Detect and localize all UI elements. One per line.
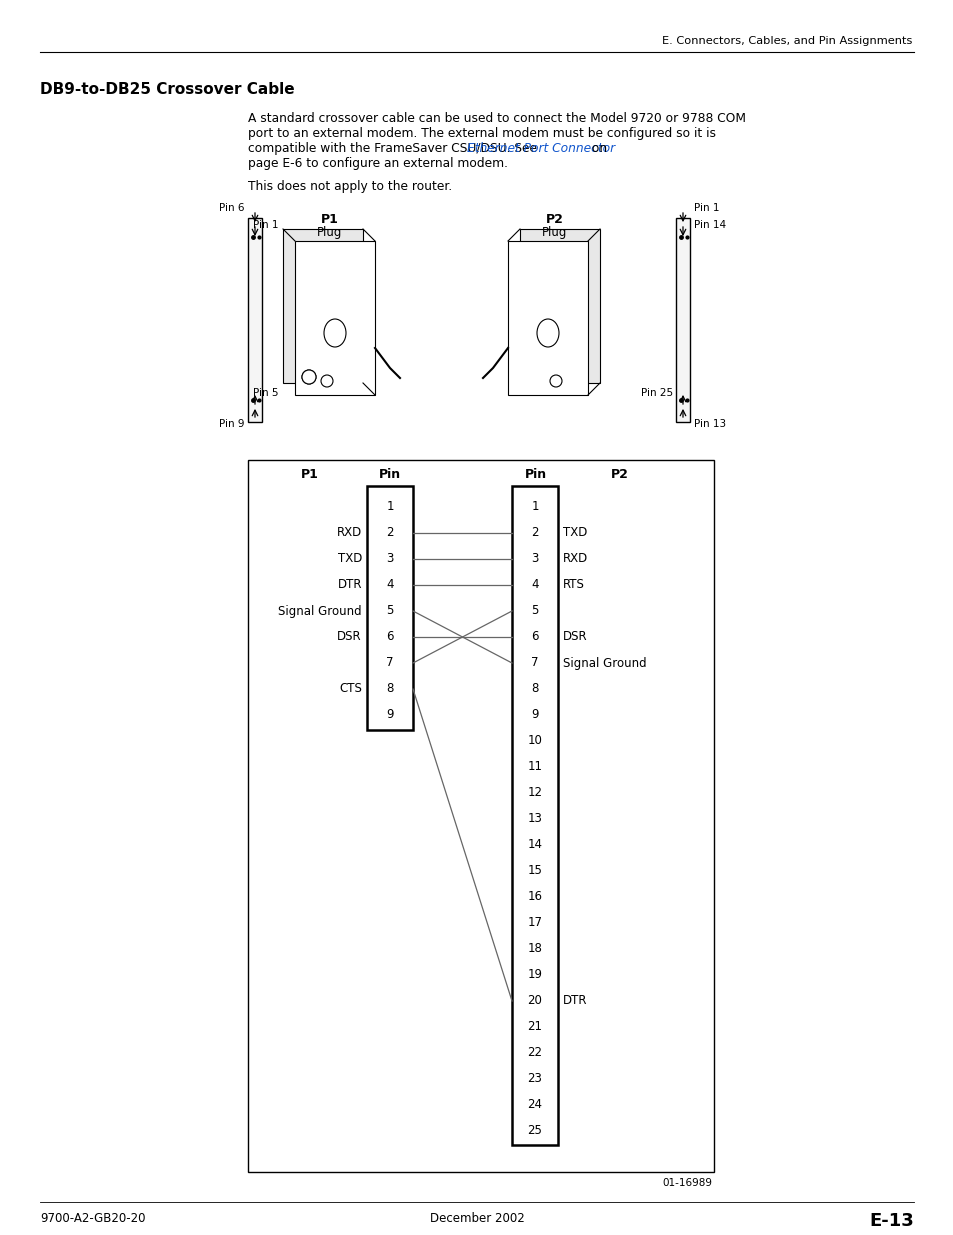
- Text: P1: P1: [301, 468, 318, 482]
- Text: 21: 21: [527, 1020, 542, 1034]
- Circle shape: [550, 375, 561, 387]
- Text: P2: P2: [545, 212, 563, 226]
- Text: P2: P2: [611, 468, 628, 482]
- Bar: [248, 219, 262, 422]
- Text: E-13: E-13: [868, 1212, 913, 1230]
- Text: port to an external modem. The external modem must be configured so it is: port to an external modem. The external …: [248, 127, 716, 140]
- Polygon shape: [519, 228, 599, 383]
- Text: E. Connectors, Cables, and Pin Assignments: E. Connectors, Cables, and Pin Assignmen…: [661, 36, 911, 46]
- Text: 23: 23: [527, 1072, 542, 1086]
- Text: Pin 14: Pin 14: [693, 220, 725, 230]
- Text: 11: 11: [527, 761, 542, 773]
- Text: 6: 6: [386, 631, 394, 643]
- Text: Plug: Plug: [317, 226, 342, 240]
- Text: DTR: DTR: [337, 578, 361, 592]
- Text: 9: 9: [386, 709, 394, 721]
- Text: page E-6 to configure an external modem.: page E-6 to configure an external modem.: [248, 157, 507, 170]
- Text: Pin 5: Pin 5: [253, 388, 278, 398]
- Text: 4: 4: [386, 578, 394, 592]
- Ellipse shape: [324, 319, 346, 347]
- Text: DB9-to-DB25 Crossover Cable: DB9-to-DB25 Crossover Cable: [40, 82, 294, 98]
- Text: 9: 9: [531, 709, 538, 721]
- Text: 5: 5: [531, 604, 538, 618]
- Circle shape: [302, 370, 315, 384]
- Circle shape: [302, 370, 315, 384]
- Text: DSR: DSR: [337, 631, 361, 643]
- Text: 17: 17: [527, 916, 542, 930]
- Text: This does not apply to the router.: This does not apply to the router.: [248, 180, 452, 193]
- Text: Ethernet Port Connector: Ethernet Port Connector: [467, 142, 615, 156]
- Bar: [676, 219, 689, 422]
- Text: 1: 1: [531, 500, 538, 514]
- Text: 14: 14: [527, 839, 542, 851]
- Text: 7: 7: [386, 657, 394, 669]
- Text: CTS: CTS: [338, 683, 361, 695]
- Text: TXD: TXD: [337, 552, 361, 566]
- Text: TXD: TXD: [562, 526, 587, 540]
- Text: 8: 8: [386, 683, 394, 695]
- Text: 9700-A2-GB20-20: 9700-A2-GB20-20: [40, 1212, 146, 1225]
- Text: 7: 7: [531, 657, 538, 669]
- Text: Pin 1: Pin 1: [693, 203, 719, 212]
- Text: Pin: Pin: [524, 468, 546, 482]
- Text: 20: 20: [527, 994, 542, 1008]
- Polygon shape: [507, 241, 587, 395]
- Text: 25: 25: [527, 1125, 542, 1137]
- Text: DSR: DSR: [562, 631, 587, 643]
- Circle shape: [320, 375, 333, 387]
- Text: P1: P1: [321, 212, 338, 226]
- Text: 16: 16: [527, 890, 542, 904]
- Text: 3: 3: [386, 552, 394, 566]
- Text: 4: 4: [531, 578, 538, 592]
- Text: compatible with the FrameSaver CSU/DSU. See: compatible with the FrameSaver CSU/DSU. …: [248, 142, 540, 156]
- Ellipse shape: [537, 319, 558, 347]
- Text: 6: 6: [531, 631, 538, 643]
- Text: 12: 12: [527, 787, 542, 799]
- Text: Pin 9: Pin 9: [219, 419, 245, 429]
- Text: 18: 18: [527, 942, 542, 956]
- Text: Pin 13: Pin 13: [693, 419, 725, 429]
- Text: on: on: [587, 142, 606, 156]
- Bar: [248, 459, 713, 1172]
- Text: 15: 15: [527, 864, 542, 878]
- Bar: [512, 487, 558, 1145]
- Polygon shape: [283, 228, 363, 383]
- Text: A standard crossover cable can be used to connect the Model 9720 or 9788 COM: A standard crossover cable can be used t…: [248, 112, 745, 125]
- Text: 22: 22: [527, 1046, 542, 1060]
- Text: RXD: RXD: [336, 526, 361, 540]
- Polygon shape: [294, 241, 375, 395]
- Text: DTR: DTR: [562, 994, 587, 1008]
- Text: 5: 5: [386, 604, 394, 618]
- Text: RXD: RXD: [562, 552, 588, 566]
- Text: Plug: Plug: [541, 226, 567, 240]
- Text: December 2002: December 2002: [429, 1212, 524, 1225]
- Text: 19: 19: [527, 968, 542, 982]
- Text: 3: 3: [531, 552, 538, 566]
- Bar: [367, 487, 413, 730]
- Text: 2: 2: [386, 526, 394, 540]
- Text: Pin 6: Pin 6: [219, 203, 245, 212]
- Text: 8: 8: [531, 683, 538, 695]
- Text: 24: 24: [527, 1098, 542, 1112]
- Text: Pin 1: Pin 1: [253, 220, 278, 230]
- Text: 1: 1: [386, 500, 394, 514]
- Text: Pin 25: Pin 25: [640, 388, 672, 398]
- Text: Pin: Pin: [378, 468, 400, 482]
- Text: 10: 10: [527, 735, 542, 747]
- Text: RTS: RTS: [562, 578, 584, 592]
- Text: 01-16989: 01-16989: [661, 1178, 711, 1188]
- Text: 2: 2: [531, 526, 538, 540]
- Text: Signal Ground: Signal Ground: [278, 604, 361, 618]
- Text: 13: 13: [527, 813, 542, 825]
- Text: Signal Ground: Signal Ground: [562, 657, 646, 669]
